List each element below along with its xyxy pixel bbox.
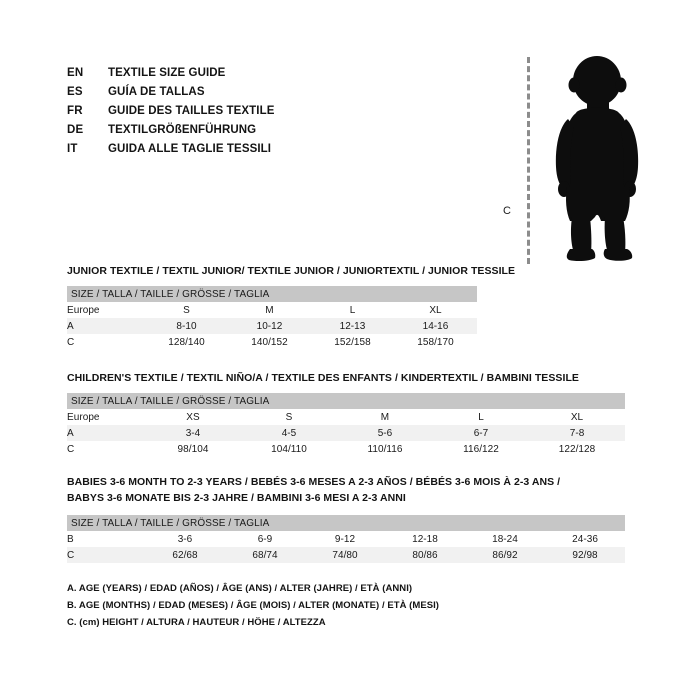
row-label: B [67, 531, 145, 547]
section-title-babies-line1: BABIES 3-6 MONTH TO 2-3 YEARS / BEBÉS 3-… [67, 476, 561, 488]
table-row: C 98/104 104/110 110/116 116/122 122/128 [67, 441, 626, 457]
table-row: Europe XS S M L XL [67, 409, 626, 425]
cell-value: L [433, 409, 529, 425]
cell-value: M [337, 409, 433, 425]
cell-value: 128/140 [145, 334, 228, 350]
cell-value: 18-24 [465, 531, 545, 547]
cell-value: XL [529, 409, 626, 425]
cell-value: 3-6 [145, 531, 225, 547]
cell-value: 14-16 [394, 318, 477, 334]
cell-value: XL [394, 302, 477, 318]
language-label-de: TEXTILGRÖßENFÜHRUNG [108, 124, 257, 136]
height-dashed-line [527, 57, 530, 264]
cell-value: 3-4 [145, 425, 241, 441]
language-row-de: DE TEXTILGRÖßENFÜHRUNG [67, 121, 397, 140]
cell-value: 140/152 [228, 334, 311, 350]
row-label: A [67, 425, 145, 441]
cell-value: 68/74 [225, 547, 305, 563]
cell-value: 6-7 [433, 425, 529, 441]
children-size-table: SIZE / TALLA / TAILLE / GRÖSSE / TAGLIA … [67, 393, 626, 457]
height-figure-area: C [495, 45, 685, 275]
cell-value: 24-36 [545, 531, 626, 547]
section-title-babies-line2: BABYS 3-6 MONATE BIS 2-3 JAHRE / BAMBINI… [67, 492, 406, 504]
language-code-en: EN [67, 67, 84, 79]
table-row: C 128/140 140/152 152/158 158/170 [67, 334, 477, 350]
cell-value: 74/80 [305, 547, 385, 563]
junior-size-table: SIZE / TALLA / TAILLE / GRÖSSE / TAGLIA … [67, 286, 477, 350]
size-header-label: SIZE / TALLA / TAILLE / GRÖSSE / TAGLIA [67, 515, 626, 531]
cell-value: 110/116 [337, 441, 433, 457]
table-row: B 3-6 6-9 9-12 12-18 18-24 24-36 [67, 531, 626, 547]
legend-line-a: A. AGE (YEARS) / EDAD (AÑOS) / ÂGE (ANS)… [67, 583, 413, 594]
legend-line-b: B. AGE (MONTHS) / EDAD (MESES) / ÂGE (MO… [67, 600, 440, 611]
language-code-es: ES [67, 86, 83, 98]
language-label-it: GUIDA ALLE TAGLIE TESSILI [108, 143, 272, 155]
cell-value: 62/68 [145, 547, 225, 563]
cell-value: 7-8 [529, 425, 626, 441]
table-header-row: SIZE / TALLA / TAILLE / GRÖSSE / TAGLIA [67, 393, 626, 409]
section-title-junior: JUNIOR TEXTILE / TEXTIL JUNIOR/ TEXTILE … [67, 265, 516, 277]
language-label-en: TEXTILE SIZE GUIDE [108, 67, 226, 79]
table-header-row: SIZE / TALLA / TAILLE / GRÖSSE / TAGLIA [67, 286, 477, 302]
cell-value: 158/170 [394, 334, 477, 350]
cell-value: 92/98 [545, 547, 626, 563]
language-code-it: IT [67, 143, 78, 155]
row-label: C [67, 334, 145, 350]
cell-value: 12-13 [311, 318, 394, 334]
cell-value: 4-5 [241, 425, 337, 441]
table-header-row: SIZE / TALLA / TAILLE / GRÖSSE / TAGLIA [67, 515, 626, 531]
row-label: Europe [67, 302, 145, 318]
cell-value: 104/110 [241, 441, 337, 457]
cell-value: 98/104 [145, 441, 241, 457]
language-row-it: IT GUIDA ALLE TAGLIE TESSILI [67, 140, 397, 159]
measurement-legend: A. AGE (YEARS) / EDAD (AÑOS) / ÂGE (ANS)… [67, 580, 439, 631]
row-label: C [67, 441, 145, 457]
legend-line-c: C. (cm) HEIGHT / ALTURA / HAUTEUR / HÖHE… [67, 617, 326, 628]
table-row: A 8-10 10-12 12-13 14-16 [67, 318, 477, 334]
language-label-es: GUÍA DE TALLAS [108, 86, 205, 98]
cell-value: 86/92 [465, 547, 545, 563]
toddler-silhouette-icon [555, 56, 639, 262]
row-label: A [67, 318, 145, 334]
cell-value: 10-12 [228, 318, 311, 334]
language-code-de: DE [67, 124, 84, 136]
cell-value: 8-10 [145, 318, 228, 334]
cell-value: 116/122 [433, 441, 529, 457]
height-measure-label: C [503, 205, 512, 217]
language-row-es: ES GUÍA DE TALLAS [67, 83, 397, 102]
size-header-label: SIZE / TALLA / TAILLE / GRÖSSE / TAGLIA [67, 393, 626, 409]
babies-size-table: SIZE / TALLA / TAILLE / GRÖSSE / TAGLIA … [67, 515, 626, 563]
cell-value: 9-12 [305, 531, 385, 547]
cell-value: 152/158 [311, 334, 394, 350]
cell-value: 80/86 [385, 547, 465, 563]
cell-value: M [228, 302, 311, 318]
language-code-fr: FR [67, 105, 83, 117]
language-row-fr: FR GUIDE DES TAILLES TEXTILE [67, 102, 397, 121]
row-label: C [67, 547, 145, 563]
row-label: Europe [67, 409, 145, 425]
size-header-label: SIZE / TALLA / TAILLE / GRÖSSE / TAGLIA [67, 286, 477, 302]
cell-value: L [311, 302, 394, 318]
language-legend: EN TEXTILE SIZE GUIDE ES GUÍA DE TALLAS … [67, 64, 397, 159]
cell-value: 122/128 [529, 441, 626, 457]
section-title-children: CHILDREN'S TEXTILE / TEXTIL NIÑO/A / TEX… [67, 372, 579, 384]
cell-value: S [145, 302, 228, 318]
cell-value: XS [145, 409, 241, 425]
cell-value: 12-18 [385, 531, 465, 547]
language-row-en: EN TEXTILE SIZE GUIDE [67, 64, 397, 83]
table-row: Europe S M L XL [67, 302, 477, 318]
language-label-fr: GUIDE DES TAILLES TEXTILE [108, 105, 275, 117]
table-row: A 3-4 4-5 5-6 6-7 7-8 [67, 425, 626, 441]
cell-value: 6-9 [225, 531, 305, 547]
cell-value: 5-6 [337, 425, 433, 441]
table-row: C 62/68 68/74 74/80 80/86 86/92 92/98 [67, 547, 626, 563]
cell-value: S [241, 409, 337, 425]
